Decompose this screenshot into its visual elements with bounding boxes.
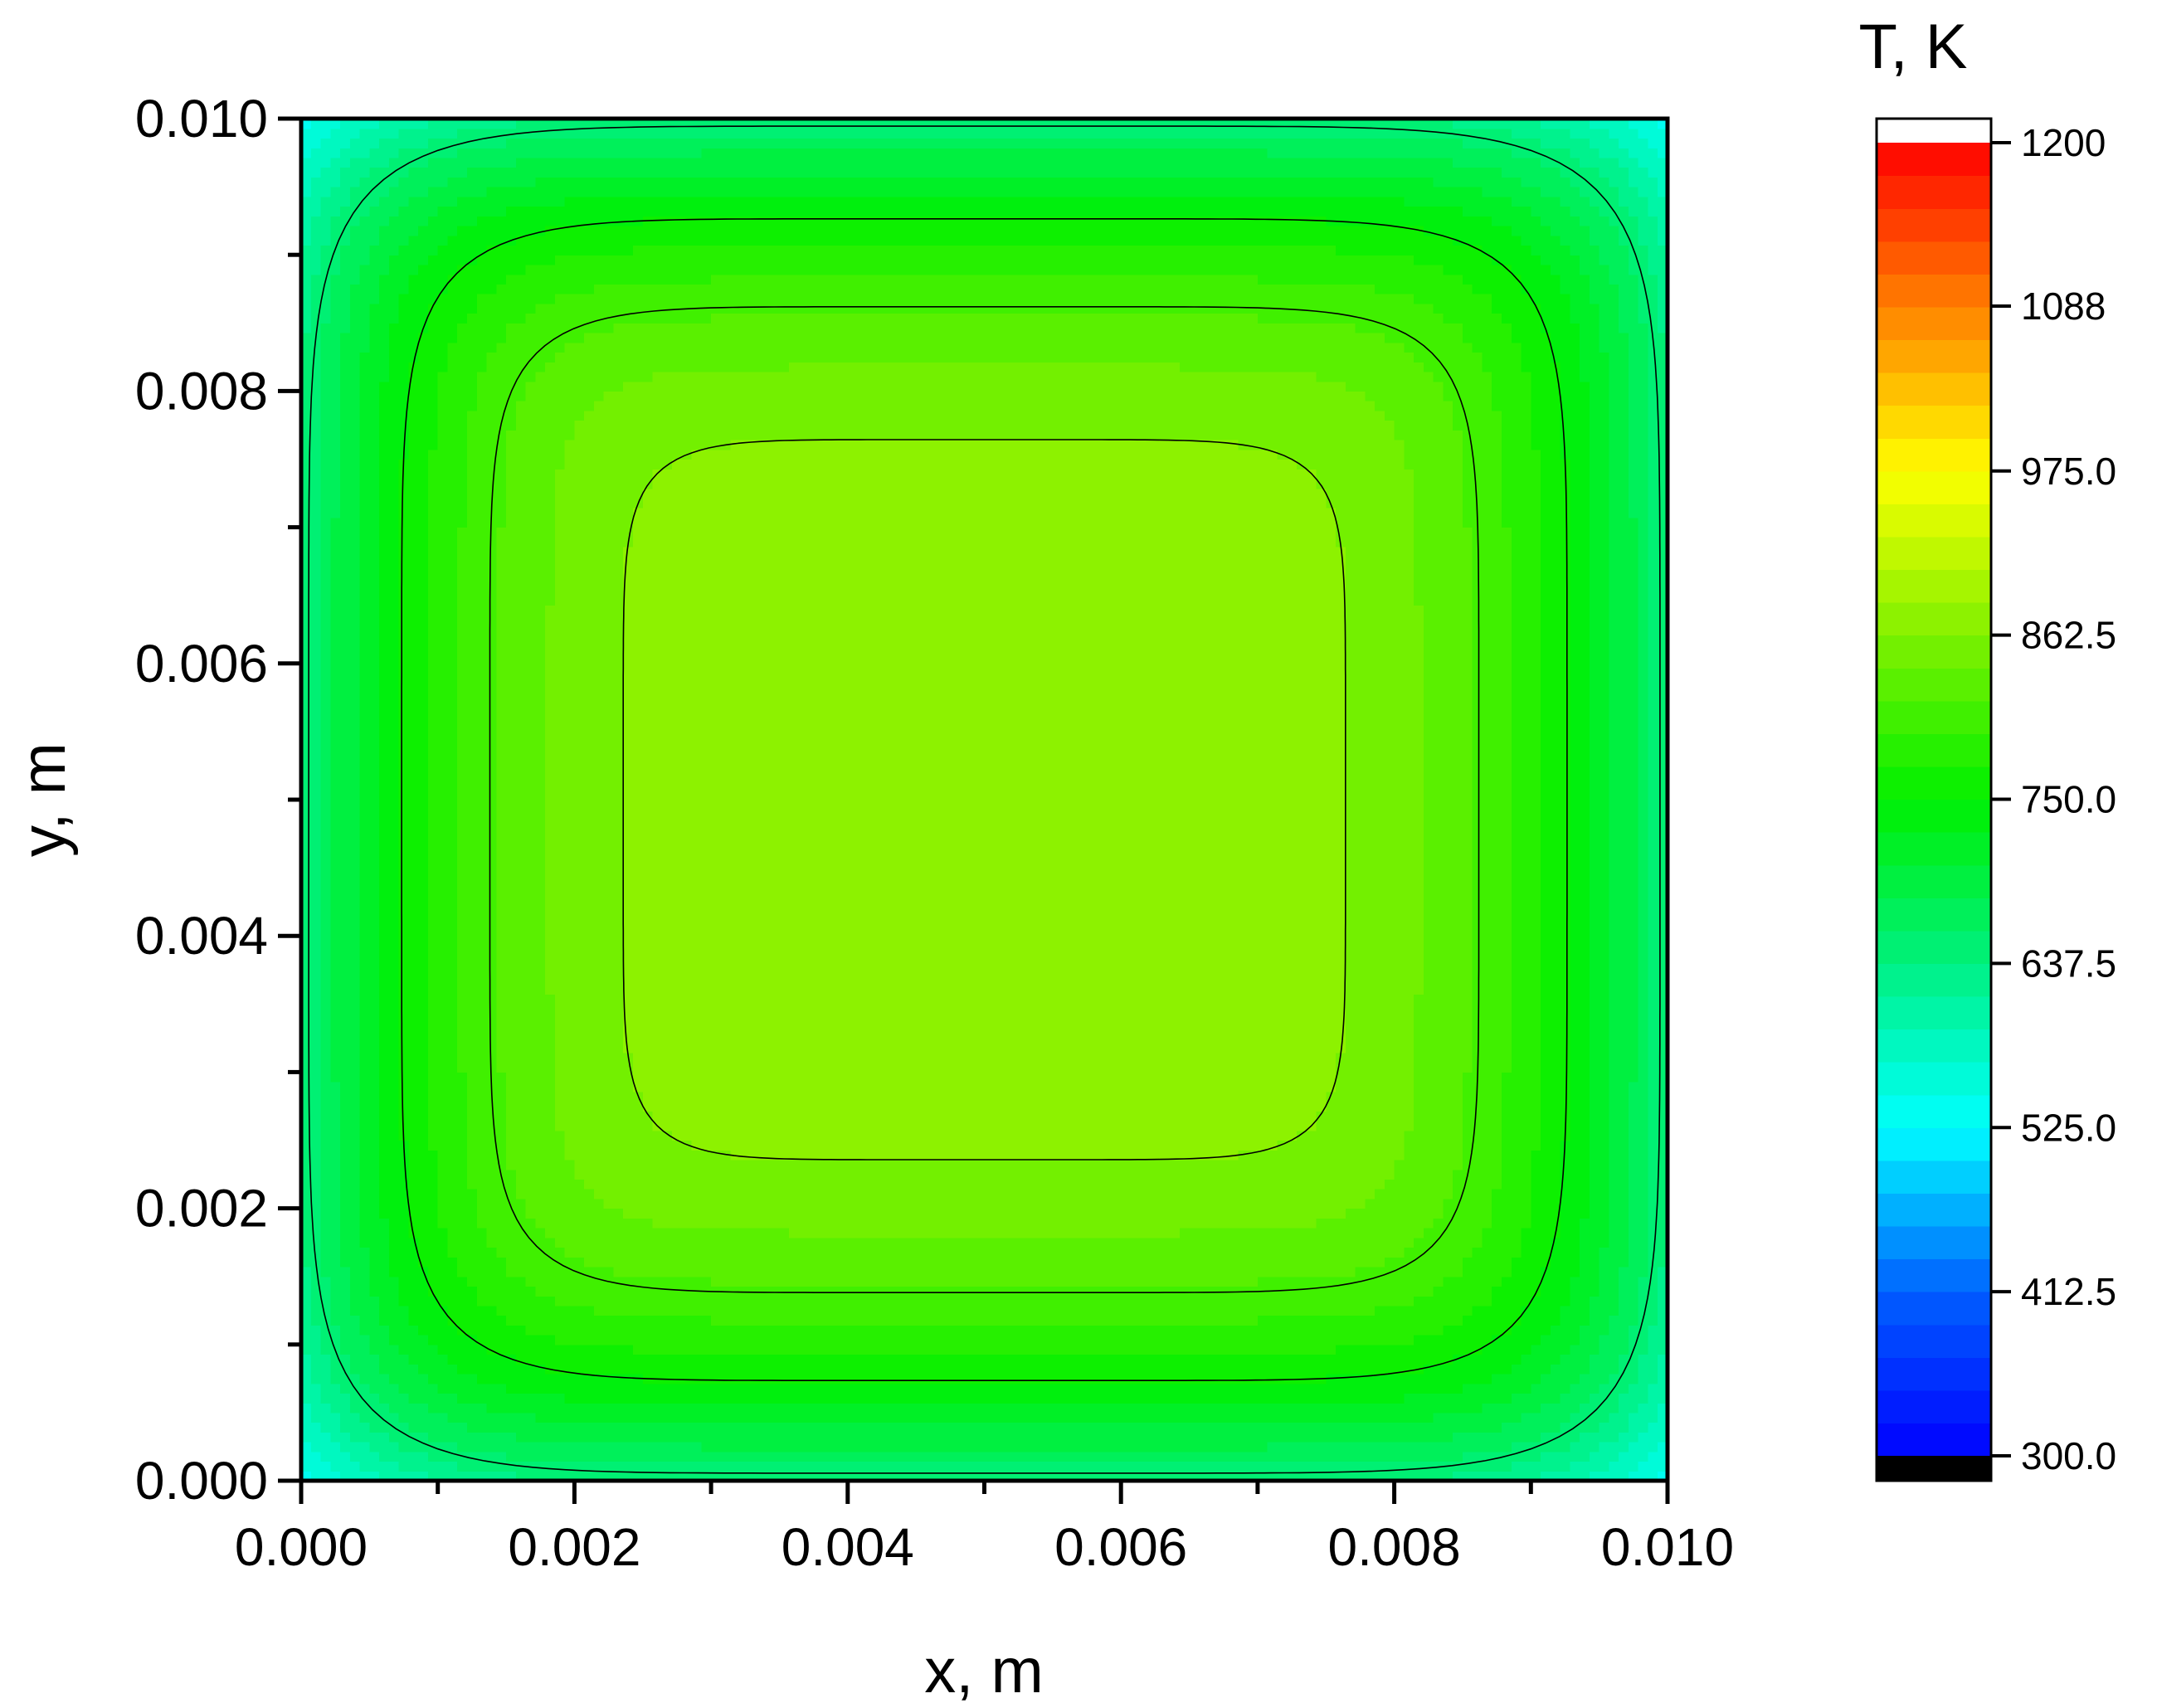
x-tick-label: 0.002	[508, 1517, 640, 1577]
colorbar-tick-label: 1200	[2021, 121, 2106, 164]
y-tick-label: 0.010	[135, 89, 268, 148]
x-tick-label: 0.010	[1601, 1517, 1734, 1577]
colorbar-band	[1877, 700, 1991, 734]
colorbar-band	[1877, 635, 1991, 669]
x-tick-label: 0.004	[781, 1517, 914, 1577]
contour-fill-area	[301, 119, 1668, 1481]
y-tick-label: 0.008	[135, 361, 268, 421]
colorbar: 300.0 412.5 525.0 637.5 750.0 862.5 975.0 1088 1…	[1875, 117, 2116, 1482]
colorbar-band	[1877, 372, 1991, 406]
colorbar-tick-label: 412.5	[2021, 1270, 2116, 1313]
colorbar-under-swatch	[1877, 1456, 1991, 1481]
colorbar-title: T, K	[1859, 12, 1968, 82]
colorbar-band	[1877, 832, 1991, 866]
colorbar-band	[1877, 1423, 1991, 1457]
colorbar-band	[1877, 1193, 1991, 1227]
colorbar-tick-label: 1088	[2021, 285, 2106, 328]
colorbar-band	[1877, 1062, 1991, 1096]
colorbar-tick-label: 300.0	[2021, 1434, 2116, 1477]
colorbar-band	[1877, 602, 1991, 636]
colorbar-band	[1877, 1258, 1991, 1292]
colorbar-band	[1877, 1225, 1991, 1260]
colorbar-band	[1877, 241, 1991, 275]
colorbar-band	[1877, 1160, 1991, 1195]
colorbar-band	[1877, 766, 1991, 800]
colorbar-band	[1877, 470, 1991, 504]
colorbar-band	[1877, 668, 1991, 702]
colorbar-band	[1877, 963, 1991, 997]
colorbar-band	[1877, 1094, 1991, 1128]
y-tick-label: 0.004	[135, 906, 268, 966]
colorbar-band	[1877, 143, 1991, 177]
x-axis-label: x, m	[924, 1636, 1044, 1706]
contour-line-0	[308, 125, 1661, 1474]
x-tick-label: 0.006	[1054, 1517, 1187, 1577]
colorbar-tick-label: 975.0	[2021, 450, 2116, 493]
y-axis-label: y, m	[8, 742, 79, 857]
y-tick-label: 0.002	[135, 1179, 268, 1238]
colorbar-band	[1877, 306, 1991, 341]
y-axis: 0.000 0.002 0.004 0.006 0.008 0.010	[135, 89, 301, 1511]
colorbar-tick-label: 862.5	[2021, 614, 2116, 657]
y-tick-label: 0.006	[135, 634, 268, 693]
colorbar-band	[1877, 1127, 1991, 1161]
colorbar-band	[1877, 1389, 1991, 1424]
x-tick-label: 0.008	[1328, 1517, 1461, 1577]
x-tick-label: 0.000	[235, 1517, 368, 1577]
colorbar-band	[1877, 864, 1991, 898]
x-axis: 0.000 0.002 0.004 0.006 0.008 0.010	[235, 1481, 1734, 1577]
colorbar-band	[1877, 930, 1991, 964]
colorbar-band	[1877, 536, 1991, 571]
colorbar-band	[1877, 274, 1991, 308]
colorbar-band	[1877, 339, 1991, 373]
colorbar-band	[1877, 1357, 1991, 1391]
contour-line-2	[489, 306, 1480, 1293]
contour-line-1	[401, 218, 1568, 1381]
colorbar-band	[1877, 175, 1991, 209]
colorbar-band	[1877, 1324, 1991, 1358]
contour-line-3	[622, 439, 1346, 1161]
colorbar-band	[1877, 1029, 1991, 1063]
colorbar-tick-label: 750.0	[2021, 778, 2116, 821]
colorbar-band	[1877, 995, 1991, 1030]
y-tick-label: 0.000	[135, 1451, 268, 1511]
contour-lines	[308, 125, 1661, 1474]
colorbar-tick-label: 637.5	[2021, 942, 2116, 985]
colorbar-tick-label: 525.0	[2021, 1106, 2116, 1149]
colorbar-band	[1877, 569, 1991, 603]
colorbar-band	[1877, 208, 1991, 242]
colorbar-band	[1877, 438, 1991, 472]
colorbar-band	[1877, 405, 1991, 439]
colorbar-over-swatch	[1877, 119, 1991, 143]
colorbar-band	[1877, 733, 1991, 767]
colorbar-band	[1877, 799, 1991, 833]
colorbar-band	[1877, 898, 1991, 932]
colorbar-band	[1877, 504, 1991, 538]
colorbar-band	[1877, 1292, 1991, 1326]
